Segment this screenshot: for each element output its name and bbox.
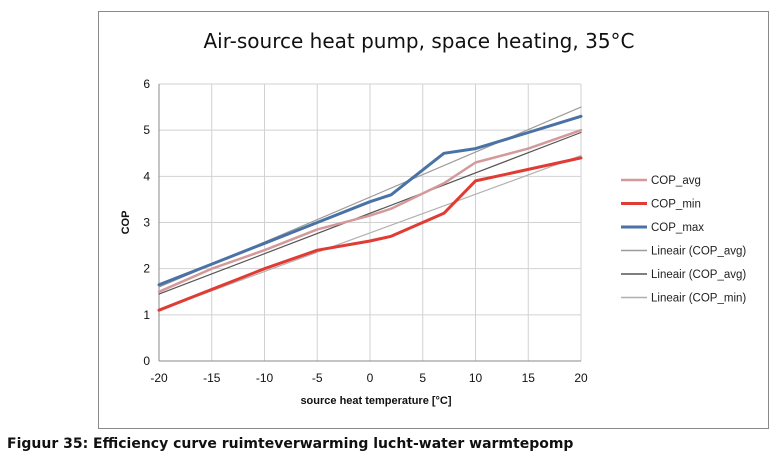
y-tick-label: 6 [143,77,150,91]
x-tick-label: 15 [522,371,536,385]
series-line-cop-avg [157,128,583,294]
series-line-cop-max [157,114,583,287]
legend-label: COP_max [651,222,704,234]
legend-label: COP_min [651,199,701,211]
series-line-lineair-cop-min [158,155,582,311]
y-tick-label: 1 [143,308,150,322]
x-tick-label: 0 [367,371,374,385]
x-tick-label: 20 [574,371,588,385]
figure-caption: Figuur 35: Efficiency curve ruimteverwar… [7,436,574,452]
y-axis-label: COP [120,211,132,235]
series-line-cop-min [157,156,583,312]
x-tick-label: 10 [469,371,483,385]
legend-label: Lineair (COP_avg) [651,246,746,258]
x-tick-label: 5 [419,371,426,385]
legend-label: COP_avg [651,175,701,187]
y-tick-label: 4 [143,169,150,183]
y-tick-label: 0 [143,354,150,368]
x-tick-label: -5 [312,371,323,385]
y-tick-label: 3 [143,216,150,230]
series-line-lineair-cop-avg [158,131,582,295]
y-tick-label: 2 [143,262,150,276]
legend-label: Lineair (COP_min) [651,293,746,305]
x-tick-label: -15 [203,371,221,385]
chart-title: Air-source heat pump, space heating, 35°… [203,29,634,53]
y-tick-label: 5 [143,123,150,137]
chart-frame: Air-source heat pump, space heating, 35°… [98,11,769,429]
x-tick-label: -20 [150,371,168,385]
line-chart: Air-source heat pump, space heating, 35°… [120,29,746,407]
legend-label: Lineair (COP_avg) [651,269,746,281]
x-tick-label: -10 [256,371,274,385]
x-axis-label: source heat temperature [°C] [300,395,451,407]
